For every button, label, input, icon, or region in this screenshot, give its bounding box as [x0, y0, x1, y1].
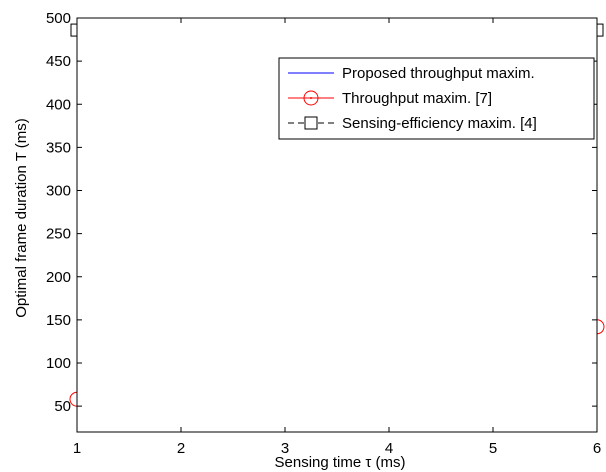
legend-label-3: Sensing-efficiency maxim. [4] [342, 115, 537, 132]
y-tick-label: 300 [46, 183, 71, 200]
x-tick-label: 3 [281, 440, 289, 457]
y-tick-label: 400 [46, 96, 71, 113]
x-tick-label: 2 [177, 440, 185, 457]
legend: Proposed throughput maxim. Throughput max… [278, 57, 595, 140]
x-tick-label: 4 [385, 440, 393, 457]
legend-label-2: Throughput maxim. [7] [342, 90, 492, 107]
y-tick-label: 250 [46, 226, 71, 243]
y-tick-label: 150 [46, 312, 71, 329]
legend-label-1: Proposed throughput maxim. [342, 65, 535, 82]
y-tick-label: 350 [46, 139, 71, 156]
y-tick-label: 100 [46, 355, 71, 372]
y-tick-label: 450 [46, 53, 71, 70]
legend-marker-dot [310, 97, 312, 99]
x-axis-label: Sensing time τ (ms) [275, 454, 406, 471]
y-axis-label: Optimal frame duration T (ms) [13, 118, 30, 318]
legend-marker-2 [303, 90, 319, 106]
x-tick-label: 5 [489, 440, 497, 457]
y-tick-label: 50 [54, 398, 71, 415]
x-tick-label: 6 [593, 440, 601, 457]
legend-marker-3 [304, 116, 318, 130]
y-tick-label: 200 [46, 269, 71, 286]
x-tick-label: 1 [73, 440, 81, 457]
y-tick-label: 500 [46, 10, 71, 27]
